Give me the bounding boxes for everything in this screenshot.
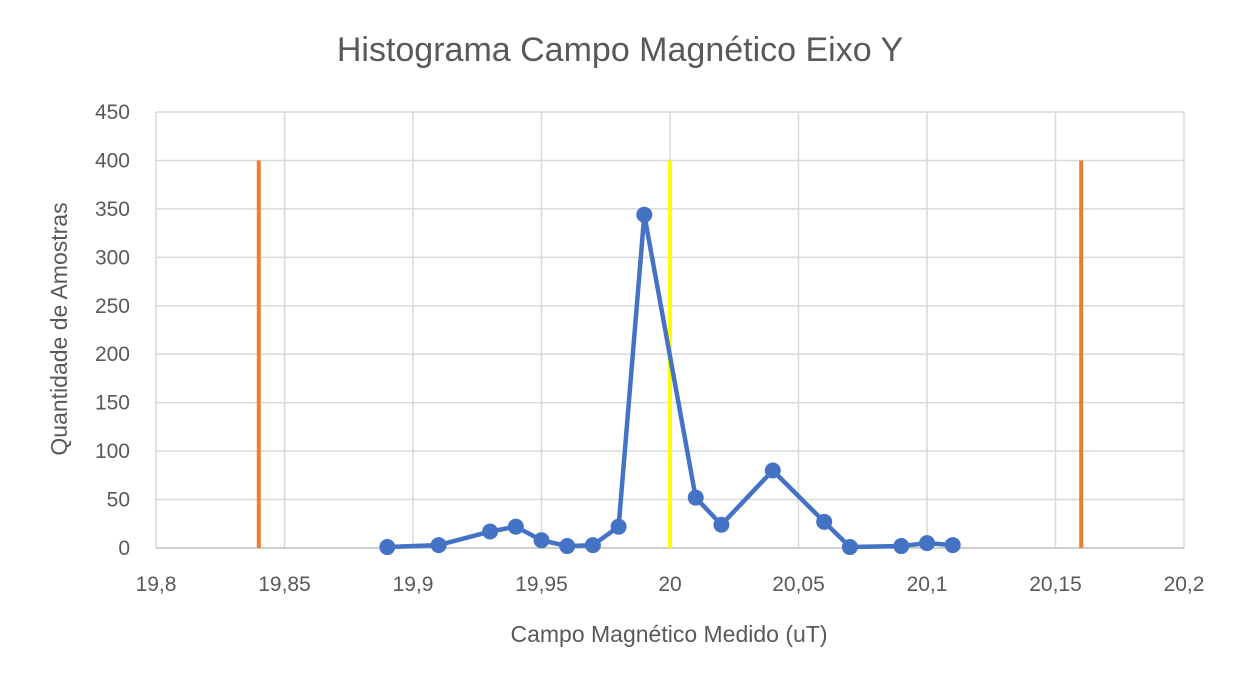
y-axis-title: Quantidade de Amostras: [46, 202, 72, 455]
x-tick-label: 20,2: [1164, 573, 1205, 596]
data-point: [533, 532, 550, 549]
data-point: [687, 489, 704, 506]
y-tick-label: 400: [95, 149, 130, 172]
x-tick-label: 20,05: [772, 573, 825, 596]
y-tick-label: 250: [95, 295, 130, 318]
data-point: [841, 539, 858, 556]
data-point: [559, 538, 576, 555]
y-tick-label: 100: [95, 440, 130, 463]
x-tick-label: 19,85: [258, 573, 311, 596]
x-axis-title: Campo Magnético Medido (uT): [510, 621, 827, 647]
y-tick-label: 50: [107, 489, 130, 512]
x-tick-label: 19,95: [515, 573, 568, 596]
chart-title: Histograma Campo Magnético Eixo Y: [337, 31, 903, 69]
data-point: [482, 523, 499, 540]
data-point: [507, 518, 524, 535]
data-point: [610, 518, 627, 535]
data-series: [379, 206, 961, 556]
x-tick-label: 20,1: [907, 573, 948, 596]
x-tick-label: 19,9: [393, 573, 434, 596]
tick-labels: 0 50 100 150 200 250 300 350 400 450 19,8 19,85 19,9…: [95, 101, 1204, 596]
data-point: [713, 516, 730, 533]
data-point: [430, 537, 447, 554]
x-tick-label: 19,8: [136, 573, 177, 596]
y-tick-label: 300: [95, 246, 130, 269]
data-point: [584, 537, 601, 554]
y-tick-label: 350: [95, 198, 130, 221]
data-point: [944, 537, 961, 554]
data-point: [636, 206, 653, 223]
data-point: [893, 538, 910, 555]
data-point: [816, 513, 833, 530]
data-point: [919, 535, 935, 552]
x-tick-label: 20: [658, 573, 681, 596]
y-tick-label: 0: [118, 537, 130, 560]
data-point: [764, 462, 781, 479]
y-tick-label: 450: [95, 101, 130, 124]
x-tick-label: 20,15: [1029, 573, 1082, 596]
y-tick-label: 200: [95, 343, 130, 366]
y-tick-label: 150: [95, 392, 130, 415]
data-point: [379, 539, 396, 556]
